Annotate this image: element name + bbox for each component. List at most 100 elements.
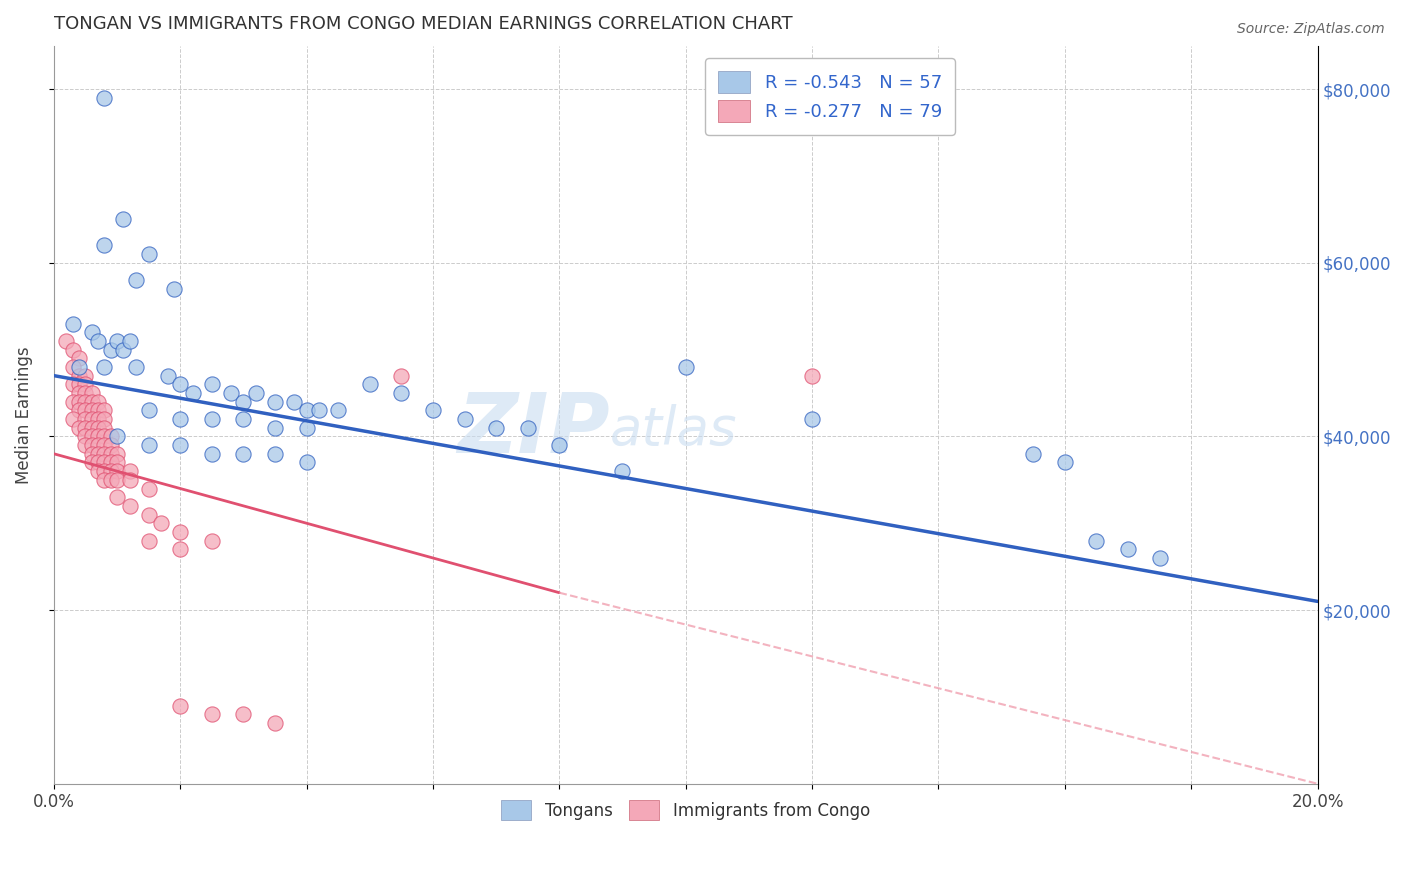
Point	[201, 412, 224, 426]
Text: Source: ZipAtlas.com: Source: ZipAtlas.com	[1237, 22, 1385, 37]
Point	[548, 438, 571, 452]
Point	[87, 421, 110, 435]
Point	[422, 403, 444, 417]
Point	[675, 359, 697, 374]
Point	[1022, 447, 1045, 461]
Point	[67, 421, 90, 435]
Point	[67, 351, 90, 366]
Point	[100, 464, 122, 478]
Point	[359, 377, 381, 392]
Point	[67, 386, 90, 401]
Point	[93, 429, 115, 443]
Point	[67, 403, 90, 417]
Point	[169, 377, 191, 392]
Point	[100, 438, 122, 452]
Point	[75, 412, 97, 426]
Point	[80, 421, 103, 435]
Point	[138, 533, 160, 548]
Point	[389, 368, 412, 383]
Point	[87, 464, 110, 478]
Point	[295, 455, 318, 469]
Point	[232, 412, 254, 426]
Point	[612, 464, 634, 478]
Point	[62, 394, 84, 409]
Point	[62, 377, 84, 392]
Point	[308, 403, 330, 417]
Point	[201, 447, 224, 461]
Point	[62, 412, 84, 426]
Point	[328, 403, 350, 417]
Point	[801, 368, 824, 383]
Point	[80, 412, 103, 426]
Point	[67, 377, 90, 392]
Point	[453, 412, 475, 426]
Point	[163, 282, 186, 296]
Point	[283, 394, 305, 409]
Point	[516, 421, 538, 435]
Point	[169, 698, 191, 713]
Point	[80, 438, 103, 452]
Point	[75, 386, 97, 401]
Point	[118, 334, 141, 348]
Point	[264, 421, 287, 435]
Point	[87, 394, 110, 409]
Point	[80, 455, 103, 469]
Text: atlas: atlas	[610, 403, 737, 456]
Point	[93, 455, 115, 469]
Point	[169, 438, 191, 452]
Point	[112, 343, 135, 357]
Point	[201, 377, 224, 392]
Point	[93, 473, 115, 487]
Point	[93, 421, 115, 435]
Point	[1116, 542, 1139, 557]
Point	[87, 447, 110, 461]
Point	[80, 386, 103, 401]
Point	[93, 447, 115, 461]
Text: ZIP: ZIP	[457, 389, 610, 470]
Point	[75, 394, 97, 409]
Point	[118, 499, 141, 513]
Point	[75, 421, 97, 435]
Point	[201, 533, 224, 548]
Point	[112, 212, 135, 227]
Point	[67, 394, 90, 409]
Point	[138, 438, 160, 452]
Point	[80, 429, 103, 443]
Point	[389, 386, 412, 401]
Point	[75, 429, 97, 443]
Point	[93, 464, 115, 478]
Point	[125, 359, 148, 374]
Point	[232, 394, 254, 409]
Point	[100, 447, 122, 461]
Point	[264, 447, 287, 461]
Point	[169, 524, 191, 539]
Point	[87, 412, 110, 426]
Point	[118, 464, 141, 478]
Point	[105, 490, 128, 504]
Point	[93, 91, 115, 105]
Point	[62, 343, 84, 357]
Point	[93, 438, 115, 452]
Point	[75, 377, 97, 392]
Point	[87, 429, 110, 443]
Point	[232, 707, 254, 722]
Text: TONGAN VS IMMIGRANTS FROM CONGO MEDIAN EARNINGS CORRELATION CHART: TONGAN VS IMMIGRANTS FROM CONGO MEDIAN E…	[53, 15, 793, 33]
Point	[62, 317, 84, 331]
Point	[67, 359, 90, 374]
Point	[80, 394, 103, 409]
Point	[156, 368, 179, 383]
Point	[138, 403, 160, 417]
Point	[75, 368, 97, 383]
Point	[169, 412, 191, 426]
Point	[138, 482, 160, 496]
Point	[801, 412, 824, 426]
Point	[264, 394, 287, 409]
Point	[181, 386, 204, 401]
Point	[100, 429, 122, 443]
Point	[264, 715, 287, 730]
Point	[138, 247, 160, 261]
Point	[105, 447, 128, 461]
Point	[80, 447, 103, 461]
Point	[93, 412, 115, 426]
Point	[93, 238, 115, 252]
